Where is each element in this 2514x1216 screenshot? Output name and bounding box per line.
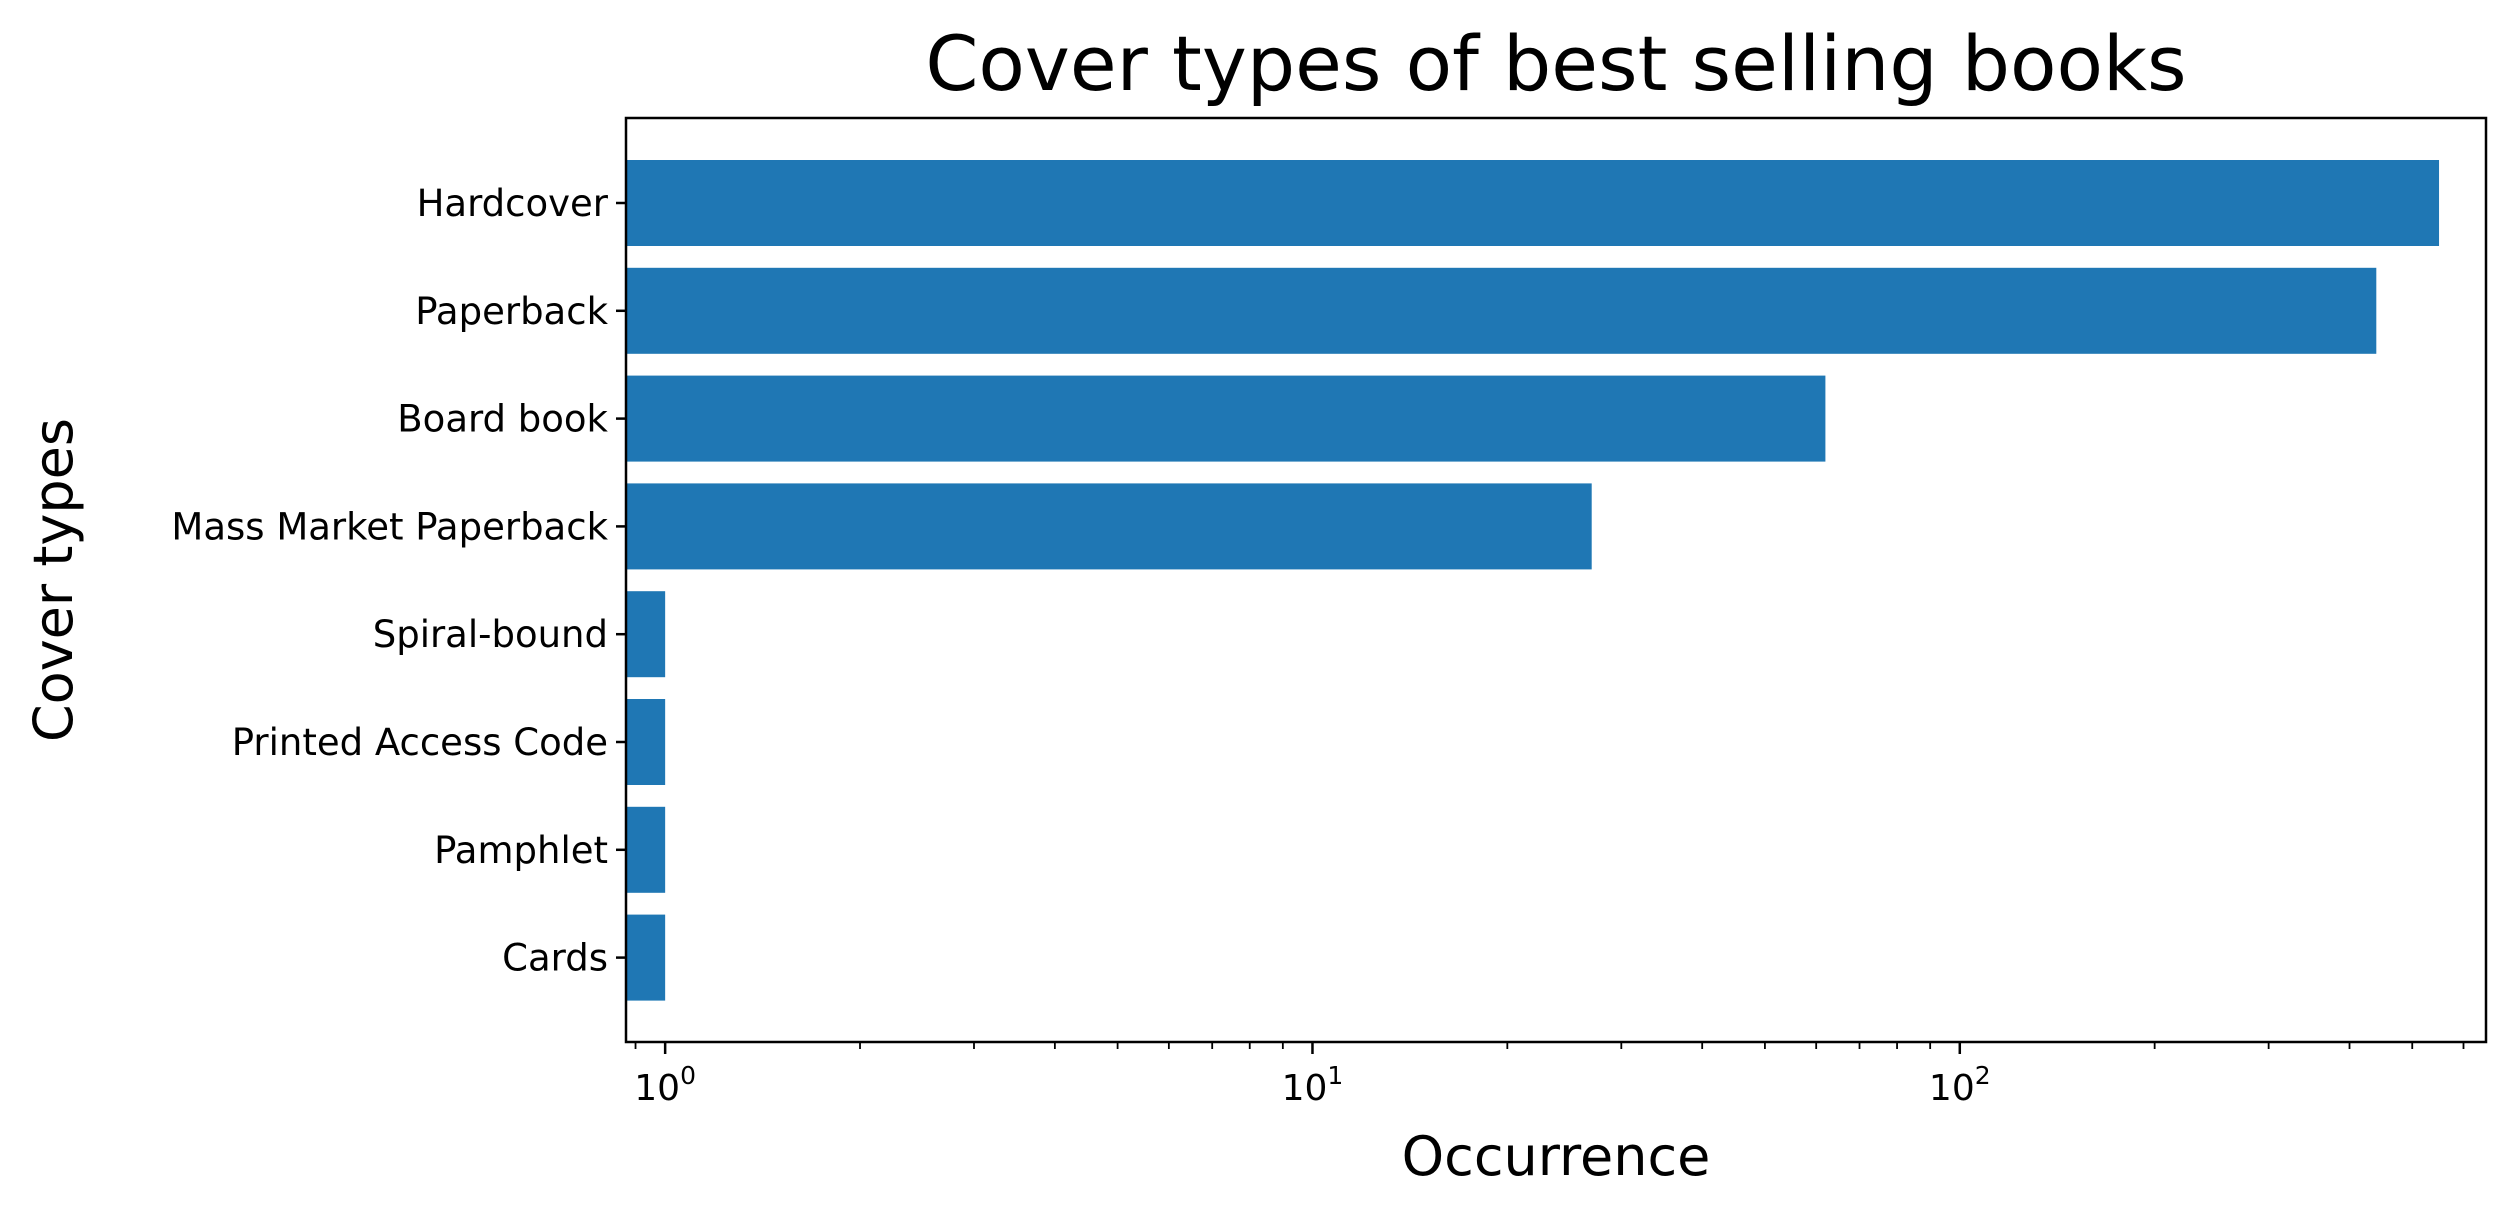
x-axis-label: Occurrence [1402,1125,1711,1188]
y-tick-label: Hardcover [417,182,609,225]
y-tick-label: Spiral-bound [373,613,608,656]
y-tick-label: Paperback [415,290,608,333]
bar-cards [626,914,666,1001]
bar-paperback [626,267,2377,354]
chart-title: Cover types of best selling books [925,19,2186,108]
y-tick-label: Mass Market Paperback [171,505,608,548]
bar-board-book [626,375,1826,462]
bar-printed-access-code [626,699,666,785]
plot-frame [624,116,2488,1044]
y-tick-label: Cards [502,937,608,980]
y-tick-label: Pamphlet [434,829,608,872]
x-tick-label: 102 [1929,1061,1991,1109]
bars-layer [626,160,2440,1001]
x-tick-label: 101 [1282,1061,1344,1109]
bar-mass-market-paperback [626,483,1592,570]
bar-pamphlet [626,806,666,893]
ticks-layer: Hardcover Paperback Board book Mass Market … [171,182,2465,1109]
y-tick-label: Printed Access Code [232,721,608,764]
bar-hardcover [626,160,2440,246]
y-tick-label: Board book [397,398,608,441]
x-tick-label: 100 [634,1061,696,1109]
bar-spiral-bound [626,591,666,678]
y-axis-label: Cover types [22,418,85,742]
